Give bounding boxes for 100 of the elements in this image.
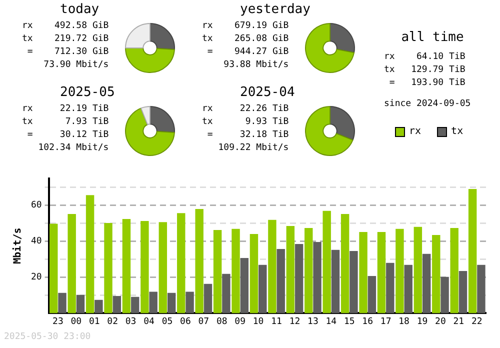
bar [468, 189, 477, 314]
x-tick-label: 16 [362, 316, 374, 327]
legend-label: tx [451, 126, 464, 137]
x-tick-label: 02 [107, 316, 118, 327]
bar [386, 262, 394, 314]
text: tx 219.72 GiB [22, 33, 109, 46]
text: rx 492.58 GiB [22, 20, 109, 33]
text: = 712.30 GiB [26, 46, 109, 59]
bar [204, 284, 212, 314]
text: tx 9.93 TiB [202, 116, 289, 129]
x-tick-label: 11 [271, 316, 282, 327]
bar [368, 276, 376, 314]
bar [377, 232, 386, 314]
x-tick-label: 12 [289, 316, 300, 327]
x-tick-label: 20 [435, 316, 446, 327]
text: rx 679.19 GiB [202, 20, 289, 33]
bar [213, 230, 222, 314]
text: = 193.90 TiB [388, 77, 466, 90]
text: tx 129.79 TiB [384, 64, 466, 77]
bar [68, 214, 76, 314]
text: 109.22 Mbit/s [217, 142, 289, 155]
x-tick-label: 03 [125, 316, 136, 327]
bar [195, 208, 204, 314]
text: tx 265.08 GiB [202, 33, 289, 46]
x-tick-label: 06 [180, 316, 191, 327]
bar [359, 232, 368, 314]
bar [286, 226, 295, 314]
chart-title: today [60, 2, 100, 17]
bar [240, 258, 249, 314]
bar [450, 228, 458, 314]
bar [294, 244, 304, 314]
text: 93.88 Mbit/s [222, 59, 289, 72]
text: 102.34 Mbit/s [37, 142, 109, 155]
bar [104, 222, 112, 314]
bar [177, 213, 186, 314]
x-tick-label: 22 [471, 316, 482, 327]
bar [414, 226, 422, 314]
bar [158, 222, 168, 314]
chart-title: 2025-05 [60, 85, 116, 100]
bar [131, 296, 140, 314]
x-tick-label: 17 [380, 316, 392, 327]
bar [112, 296, 122, 314]
bar [322, 210, 331, 314]
chart-title: 2025-04 [240, 85, 296, 100]
bar [250, 234, 258, 314]
y-tick-label: 20 [30, 272, 42, 283]
x-tick-label: 08 [216, 316, 228, 327]
bar [94, 300, 103, 314]
x-tick-label: 19 [416, 316, 428, 327]
bar [268, 220, 276, 314]
y-tick-label: 60 [30, 200, 42, 211]
bar [276, 249, 285, 314]
chart-title: yesterday [240, 2, 312, 17]
x-tick-label: 21 [453, 316, 464, 327]
bar [422, 254, 431, 314]
bar [58, 292, 66, 314]
y-tick-label: 40 [30, 236, 42, 247]
bar [258, 264, 267, 314]
bar [396, 228, 404, 314]
text: all time [400, 30, 465, 45]
legend-label: rx [409, 126, 422, 137]
bar [340, 214, 350, 314]
bar [167, 292, 176, 314]
bar [313, 242, 322, 314]
bar [432, 235, 440, 314]
text: = 944.27 GiB [206, 46, 289, 59]
x-tick-label: 07 [198, 316, 210, 327]
x-tick-label: 09 [234, 316, 246, 327]
bar [86, 195, 94, 314]
x-tick-label: 01 [88, 316, 100, 327]
x-tick-label: 10 [252, 316, 264, 327]
x-tick-label: 14 [326, 316, 337, 327]
x-tick-label: 23 [52, 316, 64, 327]
bar [76, 294, 85, 314]
bar [50, 224, 58, 314]
bar [122, 219, 131, 314]
x-tick-label: 13 [308, 316, 318, 327]
bar [186, 292, 194, 314]
text: rx 64.10 TiB [384, 51, 466, 64]
x-tick-label: 04 [144, 316, 154, 327]
x-tick-label: 15 [344, 316, 355, 327]
bar [149, 292, 158, 314]
bar [140, 220, 149, 314]
text: = 30.12 TiB [26, 129, 109, 142]
bar [477, 264, 486, 314]
text: rx 22.26 TiB [202, 103, 289, 116]
x-tick-label: 00 [70, 316, 82, 327]
bar [222, 274, 230, 314]
bar [232, 228, 240, 314]
text: = 32.18 TiB [206, 129, 289, 142]
bar [304, 228, 313, 314]
text: tx 7.93 TiB [22, 116, 109, 129]
bar [404, 264, 412, 314]
bar [350, 251, 358, 314]
bar [440, 276, 449, 314]
text: rx 22.19 TiB [22, 103, 109, 116]
text: 73.90 Mbit/s [42, 59, 109, 72]
x-tick-label: 18 [398, 316, 410, 327]
bar [331, 250, 340, 314]
bar [458, 270, 468, 314]
